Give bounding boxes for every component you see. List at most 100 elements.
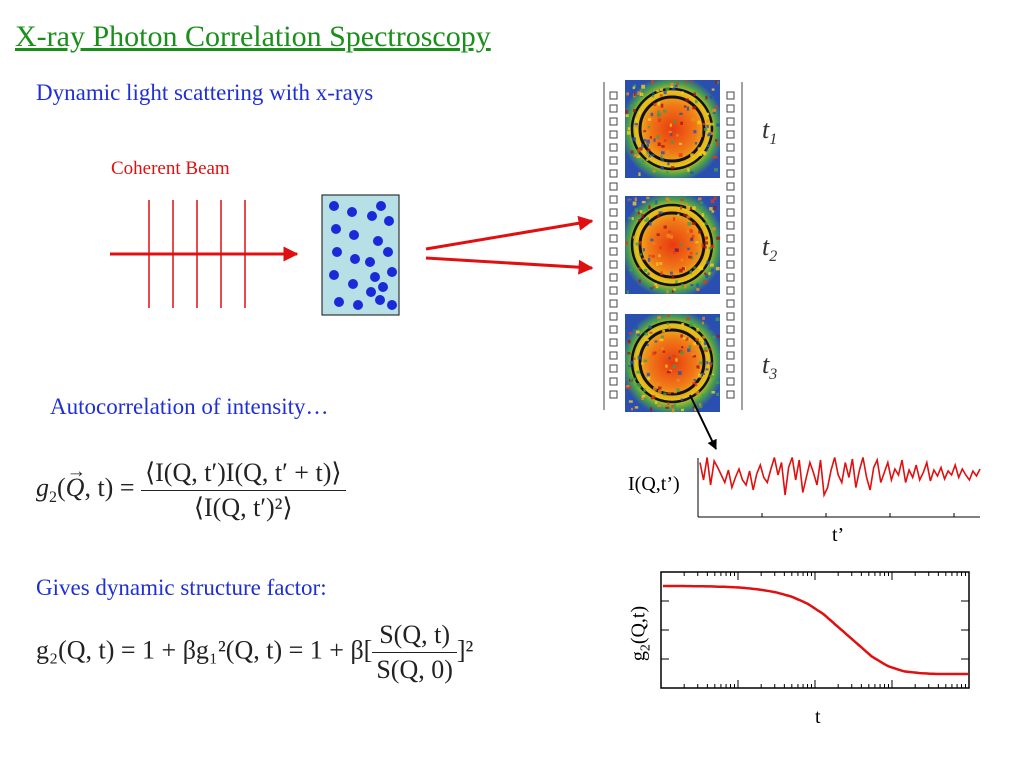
speckle-dot bbox=[657, 316, 662, 320]
speckle-dot bbox=[650, 287, 653, 290]
speckle-dot bbox=[647, 272, 650, 276]
speckle-dot bbox=[634, 406, 639, 409]
speckle-dot bbox=[714, 168, 718, 172]
sprocket-hole bbox=[609, 377, 618, 386]
speckle-dot bbox=[638, 241, 643, 245]
speckle-dot bbox=[667, 392, 672, 395]
speckle-dot bbox=[632, 86, 635, 90]
speckle-dot bbox=[660, 271, 663, 276]
speckle-dot bbox=[682, 337, 687, 340]
speckle-dot bbox=[656, 233, 660, 237]
speckle-dot bbox=[702, 321, 705, 325]
sprocket-holes bbox=[609, 91, 735, 399]
speckle-dot bbox=[629, 268, 633, 272]
speckle-dot bbox=[702, 393, 706, 398]
speckle-dot bbox=[693, 266, 696, 269]
speckle-dot bbox=[660, 166, 664, 170]
sprocket-hole bbox=[726, 312, 735, 321]
speckle-dot bbox=[703, 341, 707, 346]
sprocket-hole bbox=[609, 169, 618, 178]
sprocket-hole bbox=[726, 91, 735, 100]
g2-xlabel: t bbox=[815, 706, 821, 728]
sprocket-hole bbox=[609, 117, 618, 126]
sprocket-hole bbox=[726, 351, 735, 360]
speckle-dot bbox=[660, 335, 664, 338]
speckle-dot bbox=[665, 170, 669, 174]
speckle-dot bbox=[687, 168, 690, 172]
speckle-dot bbox=[673, 389, 677, 394]
speckle-dot bbox=[693, 379, 697, 382]
speckle-dot bbox=[641, 396, 644, 400]
speckle-dot bbox=[637, 211, 641, 215]
sprocket-hole bbox=[609, 247, 618, 256]
speckle-dot bbox=[641, 84, 646, 89]
speckle-dot bbox=[701, 243, 704, 248]
speckle-dot bbox=[713, 196, 717, 200]
sprocket-hole bbox=[609, 156, 618, 165]
speckle-dot bbox=[690, 153, 694, 157]
speckle-dot bbox=[626, 290, 629, 295]
speckle-dot bbox=[628, 332, 633, 335]
speckle-dot bbox=[625, 241, 629, 245]
speckle-dot bbox=[689, 238, 694, 242]
speckle-dot bbox=[679, 112, 683, 115]
speckle-dot bbox=[711, 210, 715, 213]
speckle-dot bbox=[661, 151, 665, 155]
speckle-dot bbox=[694, 99, 698, 104]
speckle-dot bbox=[691, 235, 695, 238]
speckle-dot bbox=[676, 82, 679, 86]
speckle-dot bbox=[667, 162, 670, 166]
speckle-dot bbox=[651, 80, 655, 84]
speckle-dot bbox=[646, 150, 650, 155]
speckle-dot bbox=[643, 130, 647, 133]
sprocket-hole bbox=[726, 286, 735, 295]
speckle-dot bbox=[690, 237, 694, 240]
speckle-dot bbox=[642, 257, 645, 260]
speckle-dot bbox=[686, 337, 689, 341]
speckle-dot bbox=[691, 353, 695, 356]
dsf-label: Gives dynamic structure factor: bbox=[36, 575, 327, 600]
speckle-dot bbox=[701, 150, 706, 155]
speckle-dot bbox=[715, 266, 720, 271]
speckle-dot bbox=[688, 255, 692, 259]
speckle-dot bbox=[645, 207, 648, 212]
speckle-dot bbox=[716, 142, 719, 146]
speckle-dot bbox=[649, 331, 653, 334]
speckle-dot bbox=[671, 408, 675, 413]
speckle-dot bbox=[695, 241, 699, 244]
speckle-dot bbox=[633, 92, 636, 97]
speckle-dot bbox=[647, 148, 651, 152]
sprocket-hole bbox=[726, 208, 735, 217]
speckle-dot bbox=[656, 381, 660, 386]
speckle-dot bbox=[699, 266, 704, 271]
speckle-dot bbox=[709, 95, 713, 99]
speckle-dot bbox=[644, 332, 648, 336]
sprocket-hole bbox=[609, 312, 618, 321]
speckle-dot bbox=[681, 267, 686, 271]
speckle-dot bbox=[681, 346, 684, 349]
speckle-dot bbox=[638, 279, 641, 283]
speckle-dot bbox=[634, 197, 637, 202]
speckle-dot bbox=[657, 101, 661, 106]
speckle-dot bbox=[660, 103, 664, 108]
speckle-dots bbox=[625, 80, 721, 413]
subtitle: Dynamic light scattering with x-rays bbox=[36, 80, 374, 105]
speckle-dot bbox=[711, 390, 715, 394]
speckle-dot bbox=[633, 108, 636, 113]
speckle-dot bbox=[702, 316, 705, 320]
speckle-dot bbox=[712, 110, 716, 114]
sample-cell bbox=[321, 194, 400, 316]
speckle-dot bbox=[681, 91, 684, 95]
speckle-dot bbox=[656, 135, 660, 139]
speckle-dot bbox=[670, 133, 673, 136]
speckle-dot bbox=[676, 133, 679, 137]
speckle-dot bbox=[646, 372, 650, 377]
sprocket-hole bbox=[726, 260, 735, 269]
speckle-dot bbox=[648, 154, 651, 158]
speckle-dot bbox=[666, 370, 671, 374]
sprocket-hole bbox=[726, 377, 735, 386]
speckle-dot bbox=[715, 139, 718, 142]
speckle-dot bbox=[690, 255, 694, 260]
speckle-dot bbox=[687, 247, 690, 251]
